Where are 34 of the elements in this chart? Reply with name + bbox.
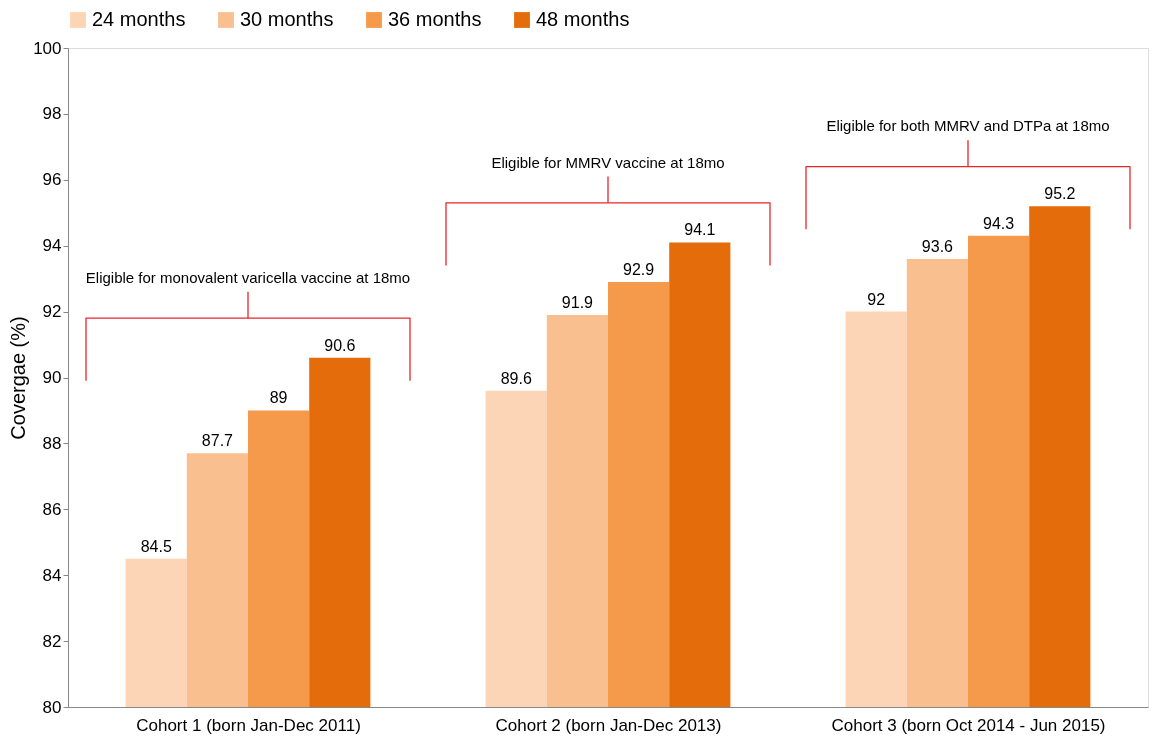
- data-label: 89: [269, 389, 288, 407]
- x-tick-label: Cohort 1 (born Jan-Dec 2011): [136, 715, 361, 735]
- y-axis-title: Covergae (%): [7, 316, 30, 440]
- x-tick-label: Cohort 3 (born Oct 2014 - Jun 2015): [831, 715, 1106, 735]
- data-label: 84.5: [140, 537, 172, 555]
- y-tick-label: 84: [42, 565, 62, 585]
- data-label: 92.9: [623, 260, 655, 278]
- annotation: Eligible for monovalent varicella vaccine at 18mo: [85, 268, 411, 286]
- data-label: 95.2: [1044, 185, 1076, 203]
- data-label: 89.6: [500, 369, 532, 387]
- legend-label: 30 months: [240, 8, 334, 30]
- y-tick-label: 86: [42, 499, 62, 519]
- legend-label: 36 months: [388, 8, 482, 30]
- legend-label: 24 months: [92, 8, 186, 30]
- data-label: 94.3: [983, 214, 1015, 232]
- y-tick-label: 96: [42, 170, 62, 190]
- data-label: 91.9: [561, 293, 594, 311]
- data-label: 93.6: [921, 237, 954, 255]
- annotation: Eligible for MMRV vaccine at 18mo: [491, 153, 725, 171]
- y-tick-label: 92: [42, 302, 62, 322]
- x-tick-label: Cohort 2 (born Jan-Dec 2013): [495, 715, 722, 735]
- y-tick-label: 82: [42, 631, 62, 651]
- data-label: 92: [867, 290, 886, 308]
- annotation: Eligible for both MMRV and DTPa at 18mo: [826, 117, 1110, 135]
- legend-label: 48 months: [536, 8, 630, 30]
- y-tick-label: 88: [42, 433, 62, 453]
- y-tick-label: 98: [42, 104, 62, 124]
- data-label: 90.6: [324, 336, 356, 354]
- data-label: 94.1: [684, 221, 716, 239]
- y-tick-label: 94: [42, 236, 62, 256]
- data-label: 87.7: [201, 432, 234, 450]
- y-tick-label: 100: [33, 38, 62, 58]
- y-tick-label: 90: [42, 368, 62, 387]
- y-tick-label: 80: [42, 697, 62, 717]
